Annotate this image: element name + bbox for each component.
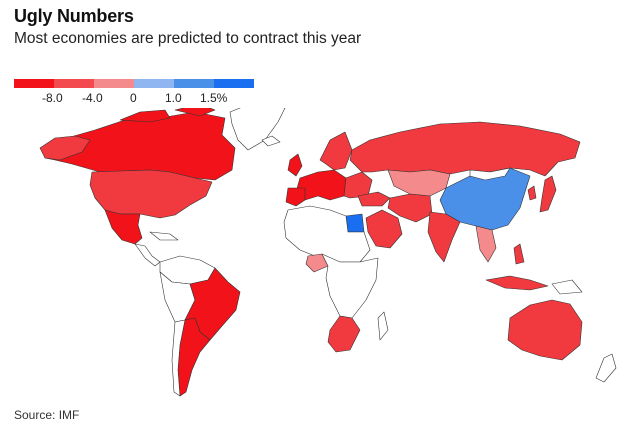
- legend-swatch-6: [214, 79, 254, 88]
- color-legend: -8.0 -4.0 0 1.0 1.5%: [14, 79, 256, 109]
- russia-region: [349, 121, 581, 177]
- iberia-region: [285, 187, 306, 207]
- southeast-asia: [475, 225, 497, 263]
- mexico-region: [104, 209, 143, 245]
- indonesia-region: [485, 275, 549, 291]
- japan-region: [539, 175, 557, 213]
- iceland: [261, 135, 281, 147]
- philippines-region: [513, 243, 525, 265]
- usa-region: [89, 169, 213, 219]
- source-note: Source: IMF: [14, 408, 80, 422]
- chile-region: [171, 319, 186, 397]
- saudi-region: [365, 209, 403, 249]
- south-africa-region: [327, 315, 361, 353]
- korea-region: [527, 185, 537, 201]
- caribbean: [149, 231, 179, 241]
- egypt-region: [345, 213, 365, 233]
- india-region: [427, 211, 461, 263]
- new-guinea: [551, 279, 583, 295]
- canada-region: [44, 111, 236, 181]
- nigeria-region: [305, 253, 329, 273]
- alaska-region: [39, 135, 91, 161]
- legend-swatch-4: [134, 79, 174, 88]
- uk-region: [287, 153, 303, 177]
- central-asia: [387, 169, 451, 197]
- scandinavia: [319, 131, 353, 171]
- chart-subtitle: Most economies are predicted to contract…: [14, 30, 362, 47]
- australia-region: [507, 299, 583, 361]
- central-america: [134, 243, 161, 267]
- central-africa: [321, 253, 379, 319]
- new-zealand: [595, 353, 617, 383]
- legend-tick-minus-8: -8.0: [42, 91, 63, 105]
- turkey-region: [357, 191, 391, 207]
- legend-tick-1-5: 1.5%: [200, 91, 228, 105]
- legend-swatch-2: [54, 79, 94, 88]
- mongolia-region: [469, 167, 511, 181]
- madagascar: [377, 311, 389, 341]
- greenland-region: [229, 108, 286, 151]
- legend-tick-1: 1.0: [165, 91, 182, 105]
- legend-tick-zero: 0: [130, 91, 137, 105]
- legend-swatch-5: [174, 79, 214, 88]
- world-map: [39, 108, 617, 397]
- legend-swatch-1: [14, 79, 54, 88]
- canada-islands: [119, 108, 216, 123]
- iran-region: [387, 193, 433, 223]
- legend-swatch-3: [94, 79, 134, 88]
- north-africa: [283, 205, 371, 263]
- chart-title: Ugly Numbers: [14, 6, 134, 26]
- legend-tick-minus-4: -4.0: [82, 91, 103, 105]
